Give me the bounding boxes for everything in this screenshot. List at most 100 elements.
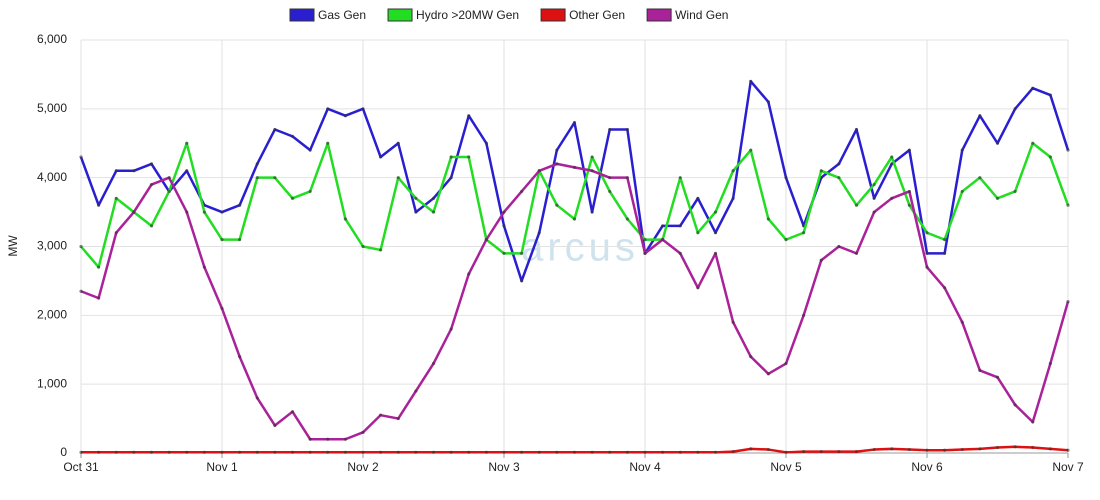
point: [185, 141, 189, 145]
point: [484, 238, 488, 242]
point: [202, 265, 206, 269]
point: [220, 306, 224, 311]
point: [854, 127, 859, 132]
point: [255, 396, 259, 400]
point: [361, 107, 365, 111]
point: [114, 169, 118, 173]
point: [467, 450, 471, 454]
point: [79, 244, 83, 249]
point: [1066, 299, 1070, 304]
point: [431, 210, 436, 214]
point: [625, 176, 629, 180]
point: [520, 450, 524, 454]
point: [590, 169, 594, 173]
point: [555, 162, 559, 166]
point: [502, 210, 506, 214]
point: [1013, 403, 1017, 407]
point: [854, 203, 859, 207]
point: [995, 141, 1000, 145]
point: [643, 251, 647, 255]
point: [995, 445, 1000, 450]
point: [872, 447, 876, 452]
point: [960, 320, 964, 324]
point: [290, 450, 295, 454]
point: [766, 100, 770, 104]
point: [273, 176, 277, 180]
point: [925, 265, 929, 269]
point: [1066, 148, 1070, 152]
point: [837, 176, 841, 180]
point: [502, 251, 506, 255]
point: [978, 447, 982, 451]
point: [238, 203, 242, 207]
x-tick-label: Nov 1: [206, 460, 238, 474]
x-tick-label: Oct 31: [63, 460, 99, 474]
x-tick-label: Nov 7: [1052, 460, 1084, 474]
legend-label: Gas Gen: [318, 8, 366, 22]
point: [608, 127, 612, 132]
point: [696, 196, 700, 200]
point: [713, 450, 718, 454]
y-tick-label: 1,000: [37, 376, 67, 390]
point: [749, 447, 753, 451]
point: [696, 286, 700, 290]
point: [625, 127, 629, 132]
legend-item: Gas Gen: [289, 8, 366, 22]
point: [149, 224, 154, 228]
point: [819, 258, 823, 262]
point: [802, 450, 806, 454]
point: [114, 231, 118, 235]
point: [943, 251, 947, 255]
point: [290, 196, 295, 200]
point: [202, 210, 206, 214]
y-tick-label: 6,000: [37, 32, 67, 46]
point: [97, 203, 101, 207]
point: [379, 413, 383, 417]
point: [572, 121, 577, 125]
x-tick-label: Nov 5: [770, 460, 802, 474]
point: [343, 450, 347, 454]
point: [713, 231, 718, 235]
point: [1048, 447, 1052, 451]
legend-item: Wind Gen: [646, 8, 728, 22]
point: [220, 238, 224, 242]
point: [326, 437, 330, 441]
point: [308, 189, 312, 194]
point: [1031, 420, 1035, 424]
point: [1048, 93, 1052, 97]
point: [590, 450, 594, 454]
point: [396, 141, 400, 145]
point: [273, 450, 277, 454]
point: [255, 176, 259, 180]
point: [537, 169, 541, 173]
point: [608, 189, 612, 194]
x-tick-label: Nov 4: [629, 460, 661, 474]
point: [343, 217, 347, 221]
point: [97, 265, 101, 269]
point: [837, 450, 841, 454]
y-tick-label: 3,000: [37, 239, 67, 253]
point: [784, 450, 788, 454]
point: [731, 169, 735, 173]
point: [749, 79, 753, 83]
legend-swatch: [540, 8, 566, 22]
point: [766, 447, 770, 452]
point: [520, 251, 524, 255]
point: [1013, 189, 1017, 194]
point: [167, 189, 171, 194]
point: [132, 450, 136, 454]
point: [449, 176, 453, 180]
point: [960, 447, 964, 452]
legend-label: Hydro >20MW Gen: [416, 8, 519, 22]
point: [238, 238, 242, 242]
point: [907, 447, 911, 452]
point: [802, 313, 806, 317]
point: [290, 134, 295, 138]
point: [661, 450, 665, 454]
point: [872, 182, 876, 187]
point: [343, 114, 347, 118]
point: [132, 210, 136, 214]
legend-item: Hydro >20MW Gen: [387, 8, 519, 22]
point: [97, 296, 101, 300]
